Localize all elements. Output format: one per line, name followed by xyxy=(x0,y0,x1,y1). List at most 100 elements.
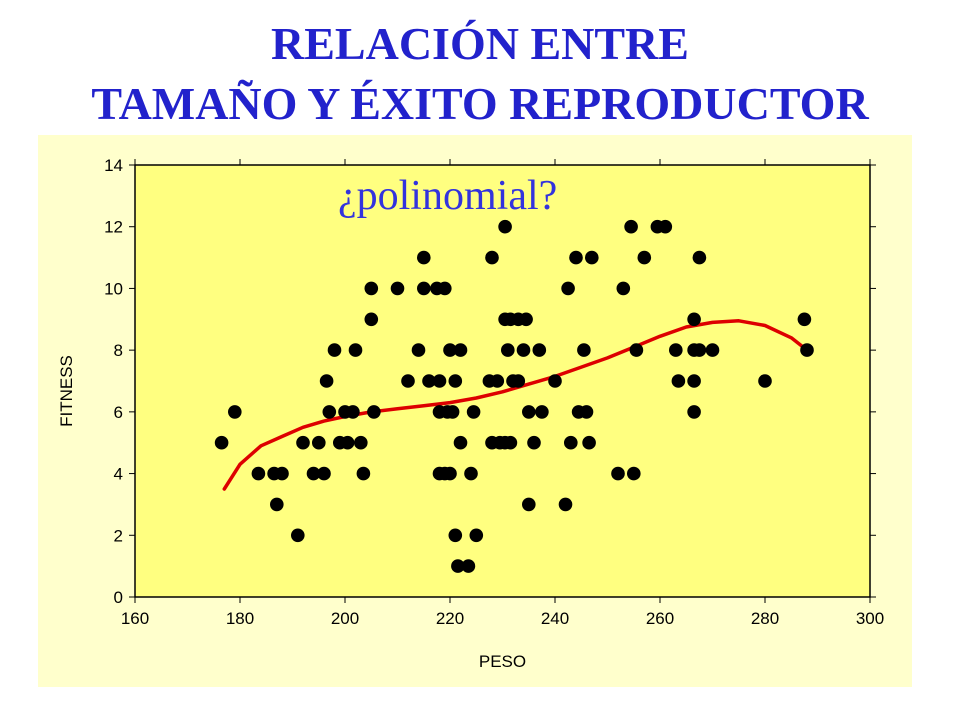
data-point xyxy=(364,281,379,296)
x-tick-label: 240 xyxy=(541,609,569,628)
data-point xyxy=(411,343,426,357)
data-point xyxy=(469,528,484,543)
x-tick-label: 220 xyxy=(436,609,464,628)
x-tick-label: 200 xyxy=(331,609,359,628)
scatter-chart: 160 180 200 220 240 260 280 300 0 2 4 6 8 10 12 14 ¿pol… xyxy=(57,156,884,671)
fit-curve-layer xyxy=(222,319,809,491)
data-point xyxy=(348,343,363,357)
data-point xyxy=(627,466,641,481)
data-point xyxy=(291,528,305,543)
data-point xyxy=(228,405,242,419)
x-tick-label: 260 xyxy=(646,609,674,628)
page-title-line-1: RELACIÓN ENTRE xyxy=(271,18,689,69)
data-point xyxy=(629,343,644,357)
polynomial-fit-line xyxy=(222,319,809,491)
data-point xyxy=(214,435,229,450)
data-point xyxy=(466,405,481,419)
x-tick-label: 160 xyxy=(121,609,149,628)
y-tick-label: 0 xyxy=(114,588,123,607)
annotation-label: ¿polinomial? xyxy=(338,173,557,219)
y-tick-label: 8 xyxy=(114,341,123,360)
data-point xyxy=(443,466,457,481)
data-point xyxy=(637,250,652,265)
x-tick-label: 180 xyxy=(226,609,254,628)
page-title-line-2: TAMAÑO Y ÉXITO REPRODUCTOR xyxy=(91,78,869,129)
data-point xyxy=(501,343,515,357)
data-point xyxy=(364,312,379,327)
data-point xyxy=(548,374,562,388)
y-tick-label: 14 xyxy=(104,156,123,175)
data-point xyxy=(522,497,536,512)
data-point xyxy=(658,219,673,234)
data-point xyxy=(346,405,360,419)
data-point xyxy=(687,312,701,327)
data-point xyxy=(564,435,578,450)
data-point xyxy=(464,466,478,481)
data-point xyxy=(327,343,342,357)
data-point xyxy=(367,405,381,419)
data-point xyxy=(616,281,631,296)
data-point xyxy=(516,343,531,357)
data-point xyxy=(669,343,683,357)
data-point xyxy=(511,374,526,388)
data-point xyxy=(585,250,599,265)
data-point xyxy=(251,466,266,481)
data-point xyxy=(582,435,596,450)
y-tick-label: 2 xyxy=(114,526,123,545)
data-point xyxy=(687,405,701,419)
data-point xyxy=(438,281,452,296)
data-point xyxy=(417,250,431,265)
data-point xyxy=(340,435,355,450)
data-point xyxy=(485,250,499,265)
data-point xyxy=(356,466,371,481)
data-point xyxy=(611,466,625,481)
data-point xyxy=(692,343,707,357)
data-point xyxy=(569,250,583,265)
data-point xyxy=(451,559,465,573)
data-point xyxy=(705,343,720,357)
data-point xyxy=(527,435,541,450)
data-point xyxy=(671,374,686,388)
y-tick-label: 6 xyxy=(114,403,123,422)
data-point xyxy=(401,374,415,388)
data-point xyxy=(758,374,772,388)
data-point xyxy=(443,343,457,357)
data-point xyxy=(448,374,463,388)
data-point xyxy=(490,374,505,388)
data-point xyxy=(390,281,405,296)
data-point xyxy=(432,374,447,388)
data-point xyxy=(522,405,536,419)
data-point xyxy=(498,219,512,234)
data-point xyxy=(275,466,289,481)
data-point xyxy=(319,374,334,388)
data-point xyxy=(503,435,518,450)
data-point xyxy=(354,435,368,450)
y-axis-label: FITNESS xyxy=(57,355,76,427)
data-point xyxy=(422,374,436,388)
x-tick-label: 300 xyxy=(856,609,884,628)
data-point xyxy=(453,343,468,357)
data-point xyxy=(445,405,460,419)
y-tick-label: 10 xyxy=(104,279,123,298)
data-point xyxy=(322,405,337,419)
data-point xyxy=(270,497,284,512)
axis-ticks: 160 180 200 220 240 260 280 300 0 2 4 6 8 10 12 14 xyxy=(104,156,884,628)
data-point xyxy=(577,343,591,357)
data-point xyxy=(296,435,310,450)
x-tick-label: 280 xyxy=(751,609,779,628)
data-point xyxy=(800,343,814,357)
y-tick-label: 4 xyxy=(114,465,123,484)
data-point xyxy=(624,219,638,234)
data-point xyxy=(561,281,575,296)
chart-panel: 160 180 200 220 240 260 280 300 0 2 4 6 8 10 12 14 ¿pol… xyxy=(38,135,912,687)
data-point xyxy=(448,528,463,543)
data-point xyxy=(461,559,476,573)
data-point xyxy=(532,343,547,357)
data-point xyxy=(692,250,707,265)
data-point xyxy=(558,497,573,512)
data-point xyxy=(687,374,701,388)
data-point xyxy=(317,466,331,481)
data-point xyxy=(312,435,326,450)
data-point xyxy=(417,281,431,296)
data-point xyxy=(579,405,594,419)
